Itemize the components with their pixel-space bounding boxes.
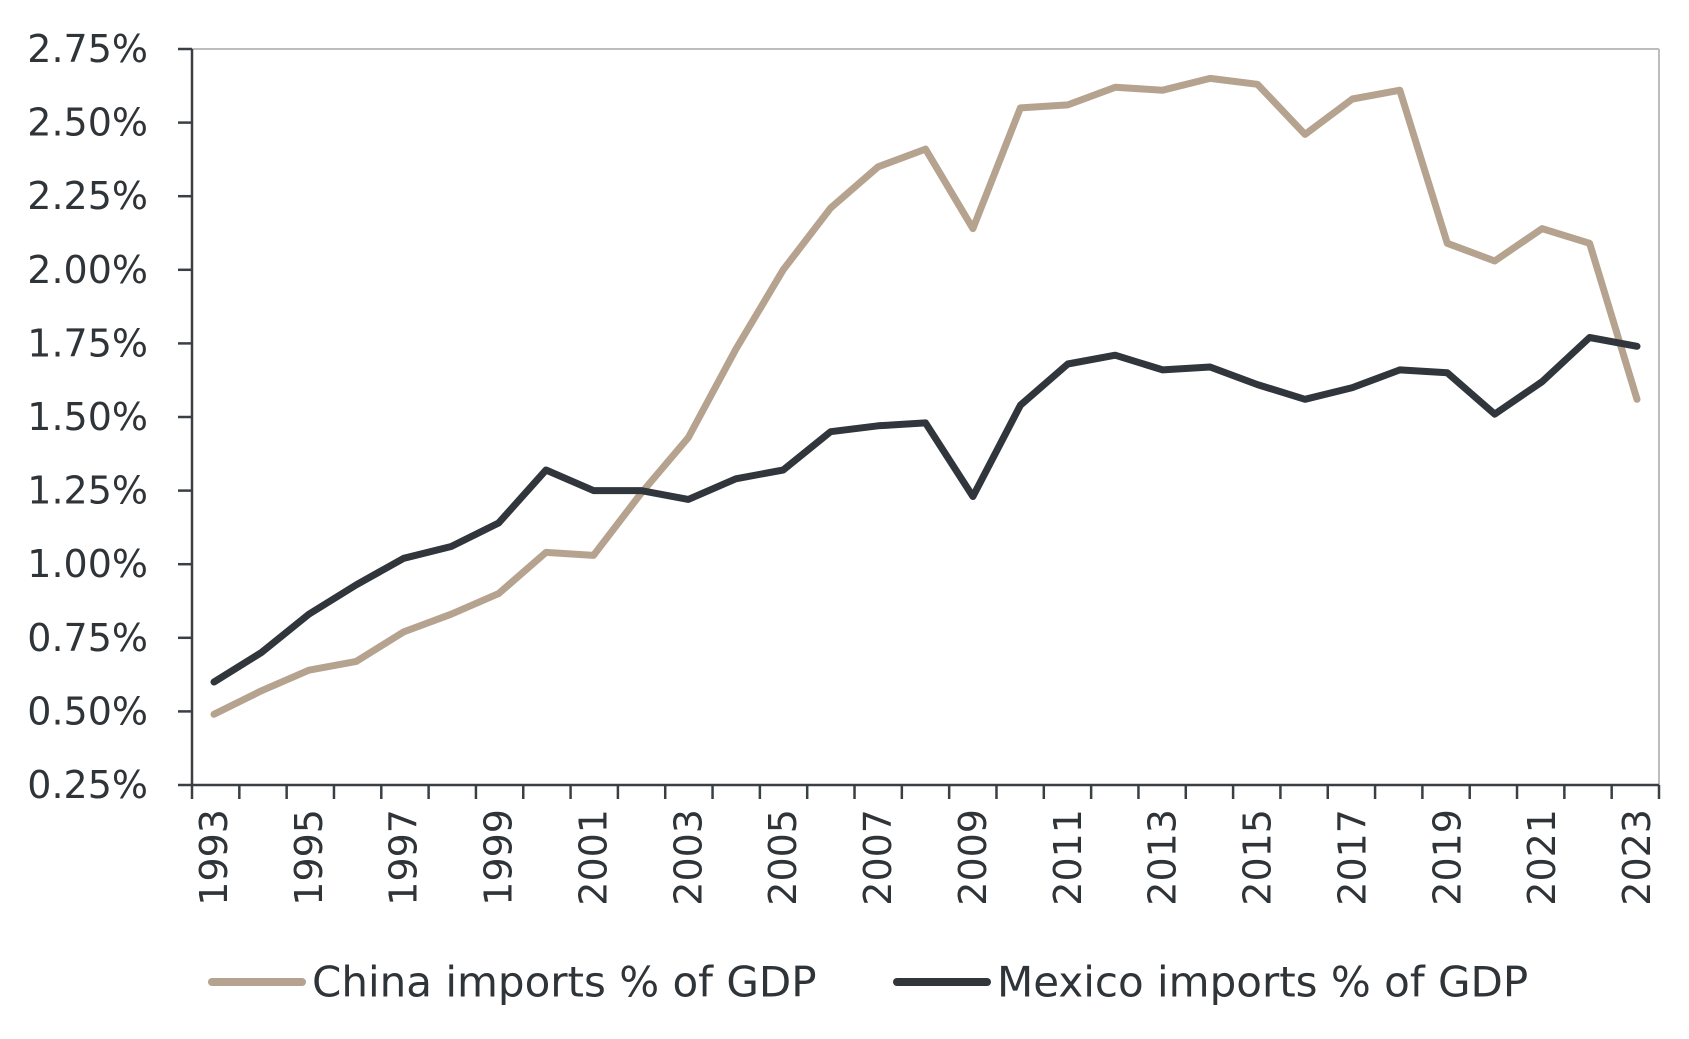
y-tick-label: 1.50% xyxy=(27,395,148,439)
x-tick-label: 2001 xyxy=(571,809,615,906)
y-tick-label: 2.00% xyxy=(27,248,148,292)
x-tick-label: 2009 xyxy=(951,809,995,906)
x-tick-label: 1999 xyxy=(477,809,521,906)
x-tick-label: 1997 xyxy=(382,809,426,906)
x-tick-label: 2021 xyxy=(1520,809,1564,906)
y-tick-label: 1.75% xyxy=(27,321,148,365)
legend-china-label: China imports % of GDP xyxy=(312,958,817,1007)
x-tick-label: 2017 xyxy=(1330,809,1374,906)
y-tick-label: 1.25% xyxy=(27,469,148,513)
y-tick-label: 2.50% xyxy=(27,101,148,145)
x-tick-label: 1995 xyxy=(287,809,331,906)
legend-mexico-label: Mexico imports % of GDP xyxy=(997,958,1528,1007)
series-layer xyxy=(210,74,1641,718)
y-tick-label: 0.25% xyxy=(27,763,148,807)
x-tick-label: 2015 xyxy=(1236,809,1280,906)
plot-frame xyxy=(190,48,1660,787)
legend: China imports % of GDP Mexico imports % o… xyxy=(208,958,1528,1007)
x-tick-label: 2005 xyxy=(761,809,805,906)
y-tick-label: 0.50% xyxy=(27,689,148,733)
x-tick-label: 2023 xyxy=(1615,809,1659,906)
y-tick-label: 1.00% xyxy=(27,542,148,586)
x-axis: 1993 1995 1997 1999 2001 2003 2005 2007 2009 2011… xyxy=(190,785,1661,906)
x-tick-label: 1993 xyxy=(192,809,236,906)
x-tick-label: 2011 xyxy=(1046,809,1090,906)
y-axis: 0.25% 0.50% 0.75% 1.00% 1.25% 1.50% 1.75% 2.00%… xyxy=(27,27,192,807)
series-line-mexico xyxy=(210,334,1641,686)
x-tick-label: 2007 xyxy=(856,809,900,906)
x-tick-label: 2003 xyxy=(666,809,710,906)
y-tick-label: 2.25% xyxy=(27,174,148,218)
y-tick-label: 2.75% xyxy=(27,27,148,71)
x-tick-label: 2019 xyxy=(1425,809,1469,906)
y-tick-label: 0.75% xyxy=(27,616,148,660)
series-line-china xyxy=(210,74,1641,718)
x-tick-label: 2013 xyxy=(1141,809,1185,906)
